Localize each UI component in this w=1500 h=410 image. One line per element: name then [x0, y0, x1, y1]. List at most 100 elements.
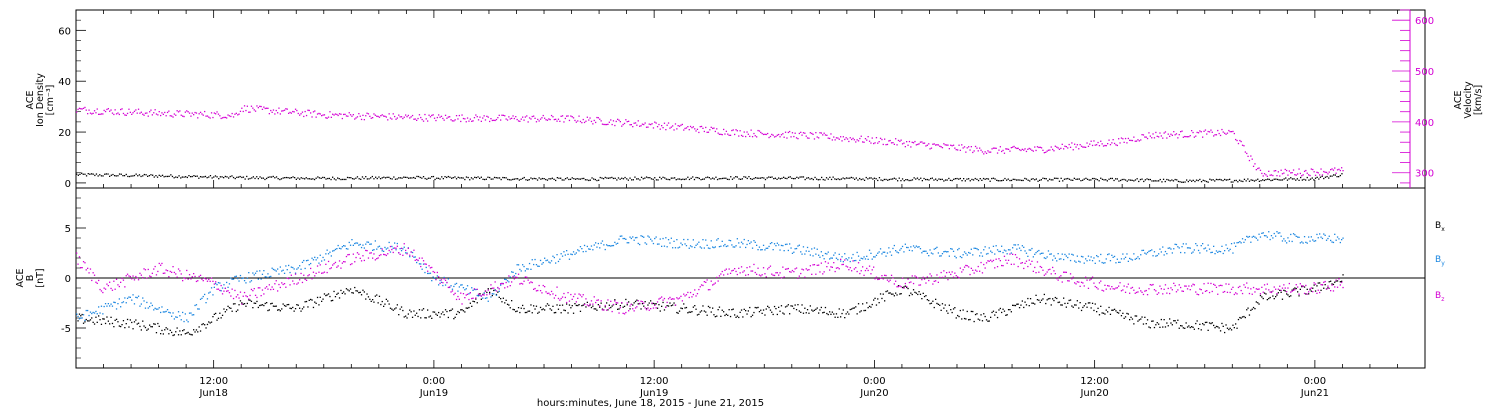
by-series-point — [1335, 239, 1337, 241]
by-series-point — [457, 290, 459, 292]
bz-series-point — [202, 280, 204, 282]
density-series-point — [910, 179, 912, 182]
bz-series-point — [1061, 281, 1063, 283]
bx-series-point — [874, 297, 876, 299]
by-series-point — [126, 297, 129, 299]
by-series-point — [667, 239, 670, 241]
bx-series-point — [1275, 296, 1277, 298]
velocity-series-point — [289, 111, 291, 114]
density-series-point — [1225, 179, 1227, 181]
by-series-point — [1002, 251, 1004, 254]
density-series-point — [341, 178, 344, 181]
bz-series-point — [830, 266, 832, 268]
bx-series-point — [1171, 324, 1173, 326]
by-series-point — [491, 293, 493, 295]
bz-series-point — [517, 273, 520, 275]
density-series-point — [1194, 180, 1196, 183]
velocity-series-point — [464, 118, 466, 120]
bx-series-point — [1228, 328, 1230, 331]
by-series-point — [833, 254, 835, 256]
by-series-point — [1281, 240, 1284, 242]
bx-series-point — [405, 315, 407, 317]
bz-series-point — [476, 288, 478, 290]
velocity-series-point — [1003, 152, 1006, 154]
by-series-point — [791, 252, 794, 254]
by-series-point — [654, 237, 656, 240]
density-series-point — [120, 173, 122, 175]
velocity-series-point — [996, 152, 999, 154]
density-series-point — [649, 177, 651, 179]
velocity-series-point — [648, 123, 650, 125]
velocity-series-point — [1321, 174, 1324, 176]
bz-series-point — [527, 279, 529, 281]
bz-series-point — [1038, 271, 1040, 273]
by-series-point — [798, 244, 800, 246]
velocity-series-point — [939, 145, 941, 147]
bz-series-point — [493, 287, 495, 289]
by-series-point — [80, 317, 82, 319]
bz-series-point — [358, 253, 360, 255]
bx-series-point — [1057, 301, 1059, 304]
bz-series-point — [122, 279, 125, 281]
bx-series-point — [634, 300, 637, 303]
bx-series-point — [175, 331, 177, 333]
by-series-point — [462, 287, 465, 289]
velocity-series-point — [235, 112, 237, 114]
bz-series-point — [398, 252, 400, 254]
bz-series-point — [652, 307, 655, 309]
by-series-point — [696, 243, 699, 245]
density-series-point — [1098, 180, 1100, 182]
bz-series-point — [487, 289, 489, 291]
bx-series-point — [809, 305, 811, 307]
density-series-point — [644, 177, 646, 179]
bz-series-point — [834, 270, 836, 273]
by-series-point — [1017, 244, 1019, 246]
bx-series-point — [571, 305, 573, 307]
bx-series-point — [310, 298, 312, 301]
velocity-series-point — [177, 111, 180, 113]
bz-series-point — [640, 300, 642, 302]
density-series-point — [814, 176, 816, 179]
by-series-point — [760, 249, 762, 251]
bz-series-point — [882, 278, 884, 280]
density-series-point — [254, 177, 256, 180]
velocity-series-point — [694, 128, 696, 130]
by-series-point — [963, 251, 966, 253]
velocity-series-point — [579, 120, 582, 123]
velocity-series-point — [1016, 147, 1018, 150]
by-series-point — [603, 244, 605, 246]
density-series-point — [304, 178, 306, 180]
density-series-point — [581, 177, 583, 180]
by-series-point — [327, 253, 330, 255]
by-series-point — [220, 290, 222, 292]
bz-series-point — [369, 252, 371, 254]
density-series-point — [1093, 177, 1095, 180]
velocity-series-point — [1054, 145, 1056, 147]
velocity-series-point — [1078, 148, 1080, 150]
bz-series-point — [768, 266, 770, 269]
bz-series-point — [1259, 293, 1262, 295]
velocity-series-point — [857, 140, 860, 142]
velocity-series-point — [1151, 137, 1153, 139]
density-series-point — [1148, 178, 1150, 181]
by-series-point — [1262, 232, 1264, 234]
by-series-point — [1276, 231, 1278, 233]
by-series-point — [451, 288, 454, 290]
bz-series-point — [469, 292, 471, 294]
by-series-point — [662, 237, 664, 240]
bz-series-point — [336, 266, 338, 268]
bz-series-point — [634, 307, 637, 309]
bx-series-point — [337, 292, 339, 294]
by-series-point — [475, 288, 477, 291]
density-series-point — [198, 177, 200, 179]
bx-series-point — [1087, 302, 1090, 304]
bx-series-point — [1053, 299, 1055, 302]
by-series-point — [272, 268, 275, 271]
velocity-series-point — [186, 110, 188, 112]
velocity-series-point — [846, 138, 849, 140]
velocity-series-point — [1226, 132, 1229, 134]
bx-series-point — [1292, 288, 1295, 290]
density-series-point — [442, 178, 444, 180]
velocity-series-point — [175, 114, 177, 116]
velocity-series-point — [918, 143, 920, 145]
